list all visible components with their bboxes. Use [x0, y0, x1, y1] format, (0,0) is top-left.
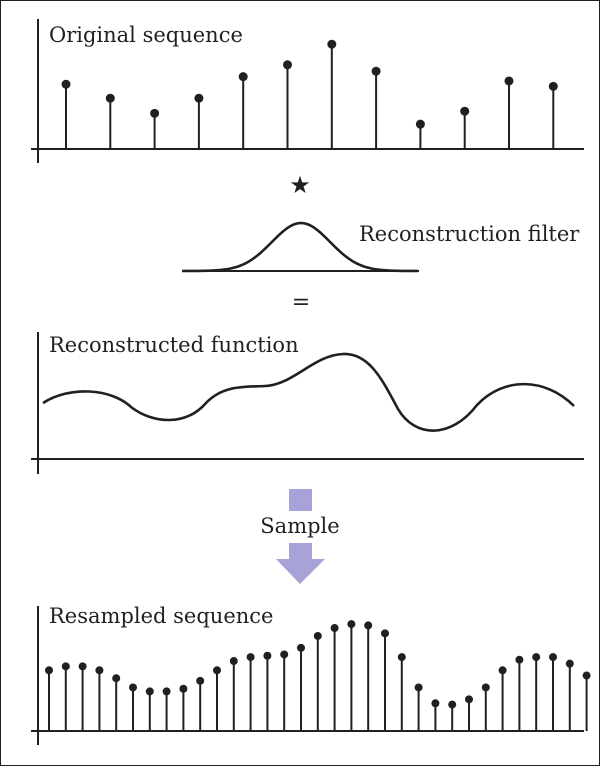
- original-sample-dot: [105, 93, 115, 103]
- resampled-sample-dot: [112, 674, 121, 683]
- resampled-sample-dot: [95, 666, 104, 675]
- original-sample-dot: [548, 81, 558, 91]
- resampled-sample-dot: [213, 666, 221, 675]
- resampled-sample-dot: [364, 621, 373, 630]
- resampled-sample-dot: [145, 687, 154, 696]
- resampled-sample-dot: [465, 695, 473, 704]
- resampled-sample-dot: [297, 643, 305, 652]
- resampled-sample-dot: [381, 629, 389, 638]
- resampled-sample-dot: [78, 662, 87, 671]
- resampled-sample-dot: [414, 683, 423, 692]
- reconstructed-function-label: Reconstructed function: [49, 333, 299, 357]
- original-stems: [61, 39, 558, 149]
- original-sequence-panel: Original sequence: [31, 19, 584, 163]
- original-sample-dot: [238, 72, 248, 82]
- original-sample-dot: [460, 106, 470, 116]
- arrow-stem-block: [289, 489, 312, 511]
- resampled-sample-dot: [448, 700, 457, 709]
- arrow-neck-block: [289, 543, 312, 559]
- original-sample-dot: [504, 76, 514, 86]
- original-sequence-label: Original sequence: [49, 23, 243, 47]
- resampled-sample-dot: [263, 651, 272, 660]
- resampled-sample-dot: [246, 653, 255, 662]
- resampled-sample-dot: [162, 687, 171, 696]
- resampled-sample-dot: [229, 657, 238, 666]
- resampled-sample-dot: [481, 683, 490, 692]
- original-sample-dot: [371, 66, 381, 76]
- original-sample-dot: [327, 39, 337, 49]
- sample-arrow: Sample: [260, 489, 340, 584]
- resampled-sample-dot: [129, 683, 137, 692]
- reconstructed-curve: [42, 352, 575, 432]
- resampled-sample-dot: [330, 624, 339, 633]
- resampled-sample-dot: [61, 662, 70, 671]
- resampled-stems: [45, 620, 591, 731]
- resampled-sample-dot: [280, 650, 289, 659]
- resampled-sample-dot: [196, 676, 205, 685]
- original-sample-dot: [283, 60, 292, 70]
- reconstruction-filter-label: Reconstruction filter: [359, 222, 580, 246]
- resampled-sample-dot: [582, 671, 591, 680]
- resampled-sample-dot: [431, 699, 440, 708]
- equals-symbol: =: [292, 290, 310, 315]
- filter-kernel-curve: [182, 221, 419, 273]
- original-sample-dot: [415, 119, 425, 129]
- convolution-star-symbol: ★: [289, 171, 311, 199]
- reconstructed-function-panel: Reconstructed function: [31, 332, 584, 474]
- resampled-sample-dot: [397, 653, 406, 662]
- resampled-sample-dot: [498, 666, 507, 675]
- resampled-sample-dot: [549, 653, 557, 662]
- reconstruction-filter-panel: Reconstruction filter: [182, 221, 580, 273]
- resampled-sample-dot: [565, 659, 574, 668]
- original-sample-dot: [61, 79, 71, 89]
- resampled-sample-dot: [515, 655, 524, 664]
- original-sample-dot: [194, 93, 204, 103]
- resampled-sample-dot: [45, 666, 53, 675]
- sample-label: Sample: [260, 514, 339, 538]
- resampled-sample-dot: [532, 653, 541, 662]
- resampled-sequence-label: Resampled sequence: [49, 604, 273, 628]
- resampled-sample-dot: [347, 620, 356, 629]
- arrow-head: [276, 559, 325, 584]
- resampled-sample-dot: [313, 631, 322, 640]
- resampled-sample-dot: [179, 684, 188, 693]
- resampled-sequence-panel: Resampled sequence: [31, 604, 591, 745]
- original-sample-dot: [150, 108, 160, 118]
